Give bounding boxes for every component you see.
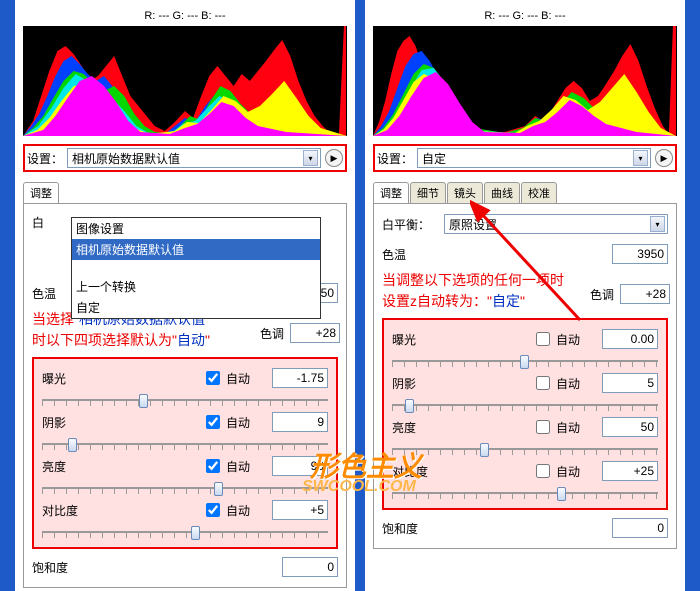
dropdown-item-selected[interactable]: 相机原始数据默认值 bbox=[72, 239, 320, 260]
tabs-left: 调整 bbox=[23, 182, 347, 203]
temp-input[interactable] bbox=[612, 244, 668, 264]
histogram-right bbox=[373, 26, 677, 136]
play-icon: ▶ bbox=[661, 153, 668, 164]
settings-dropdown: 图像设置 相机原始数据默认值 上一个转换 自定 bbox=[71, 217, 321, 319]
dropdown-item[interactable] bbox=[72, 260, 320, 276]
shadow-input[interactable] bbox=[272, 412, 328, 432]
shadow-label: 阴影 bbox=[392, 375, 442, 392]
settings-combo-right[interactable]: 自定 ▾ bbox=[417, 148, 651, 168]
bright-label: 亮度 bbox=[392, 419, 442, 436]
tab-adjust[interactable]: 调整 bbox=[23, 182, 59, 203]
contrast-slider[interactable] bbox=[42, 523, 328, 541]
contrast-auto-checkbox[interactable] bbox=[536, 464, 550, 478]
contrast-label: 对比度 bbox=[392, 463, 442, 480]
tab-lens[interactable]: 镜头 bbox=[447, 182, 483, 203]
rgb-readout-left: R: --- G: --- B: --- bbox=[23, 10, 347, 22]
sat-input[interactable] bbox=[612, 518, 668, 538]
tab-detail[interactable]: 细节 bbox=[410, 182, 446, 203]
dropdown-item[interactable]: 图像设置 bbox=[72, 218, 320, 239]
tint-label: 色调 bbox=[590, 286, 614, 303]
settings-label: 设置： bbox=[377, 150, 413, 167]
contrast-input[interactable] bbox=[602, 461, 658, 481]
play-icon: ▶ bbox=[331, 153, 338, 164]
exposure-auto-checkbox[interactable] bbox=[536, 332, 550, 346]
shadow-label: 阴影 bbox=[42, 414, 92, 431]
shadow-auto-checkbox[interactable] bbox=[536, 376, 550, 390]
exposure-input[interactable] bbox=[602, 329, 658, 349]
auto-label: 自动 bbox=[226, 370, 266, 387]
bright-input[interactable] bbox=[602, 417, 658, 437]
tint-input[interactable] bbox=[290, 323, 340, 343]
bright-slider[interactable] bbox=[42, 479, 328, 497]
exposure-slider[interactable] bbox=[42, 391, 328, 409]
settings-row-right: 设置： 自定 ▾ ▶ bbox=[373, 144, 677, 172]
tab-calibrate[interactable]: 校准 bbox=[521, 182, 557, 203]
left-panel: R: --- G: --- B: --- 设置： 相机原始数据默认值 ▾ ▶ 图… bbox=[15, 0, 355, 591]
shadow-input[interactable] bbox=[602, 373, 658, 393]
exposure-label: 曝光 bbox=[42, 370, 92, 387]
dropdown-item[interactable]: 上一个转换 bbox=[72, 276, 320, 297]
wb-label: 白平衡： bbox=[382, 216, 438, 233]
tint-label: 色调 bbox=[260, 325, 284, 342]
exposure-label: 曝光 bbox=[392, 331, 442, 348]
chevron-down-icon: ▾ bbox=[633, 150, 648, 166]
sat-input[interactable] bbox=[282, 557, 338, 577]
sat-label: 饱和度 bbox=[382, 520, 438, 537]
chevron-down-icon: ▾ bbox=[650, 216, 665, 232]
tint-input[interactable] bbox=[620, 284, 670, 304]
sat-label: 饱和度 bbox=[32, 559, 88, 576]
bright-slider[interactable] bbox=[392, 440, 658, 458]
settings-row-left: 设置： 相机原始数据默认值 ▾ ▶ bbox=[23, 144, 347, 172]
bright-input[interactable] bbox=[272, 456, 328, 476]
tabs-right: 调整 细节 镜头 曲线 校准 bbox=[373, 182, 677, 203]
exposure-auto-checkbox[interactable] bbox=[206, 371, 220, 385]
rgb-readout-right: R: --- G: --- B: --- bbox=[373, 10, 677, 22]
contrast-slider[interactable] bbox=[392, 484, 658, 502]
wb-combo[interactable]: 原照设置 ▾ bbox=[444, 214, 668, 234]
exposure-slider[interactable] bbox=[392, 352, 658, 370]
settings-combo-left[interactable]: 相机原始数据默认值 ▾ bbox=[67, 148, 321, 168]
shadow-auto-checkbox[interactable] bbox=[206, 415, 220, 429]
bright-auto-checkbox[interactable] bbox=[536, 420, 550, 434]
right-panel: R: --- G: --- B: --- 设置： 自定 ▾ ▶ 调整 细节 镜头… bbox=[365, 0, 685, 591]
contrast-label: 对比度 bbox=[42, 502, 92, 519]
shadow-slider[interactable] bbox=[392, 396, 658, 414]
combo-value: 相机原始数据默认值 bbox=[72, 150, 180, 167]
tab-adjust[interactable]: 调整 bbox=[373, 182, 409, 203]
exposure-input[interactable] bbox=[272, 368, 328, 388]
settings-menu-button[interactable]: ▶ bbox=[655, 149, 673, 167]
bright-label: 亮度 bbox=[42, 458, 92, 475]
tab-curve[interactable]: 曲线 bbox=[484, 182, 520, 203]
settings-label: 设置： bbox=[27, 150, 63, 167]
adjust-panel-right: 白平衡： 原照设置 ▾ 色温 当调整以下选项的任何一项时 设置z自动转为："自定… bbox=[373, 203, 677, 549]
combo-value: 自定 bbox=[422, 150, 446, 167]
temp-label: 色温 bbox=[382, 246, 438, 263]
settings-menu-button[interactable]: ▶ bbox=[325, 149, 343, 167]
bright-auto-checkbox[interactable] bbox=[206, 459, 220, 473]
histogram-left bbox=[23, 26, 347, 136]
shadow-slider[interactable] bbox=[42, 435, 328, 453]
auto-box-right: 曝光 自动 阴影 自动 亮度 自动 对比度 bbox=[382, 318, 668, 510]
auto-box-left: 曝光 自动 阴影 自动 亮度 自动 对比度 bbox=[32, 357, 338, 549]
contrast-auto-checkbox[interactable] bbox=[206, 503, 220, 517]
contrast-input[interactable] bbox=[272, 500, 328, 520]
chevron-down-icon: ▾ bbox=[303, 150, 318, 166]
dropdown-item[interactable]: 自定 bbox=[72, 297, 320, 318]
